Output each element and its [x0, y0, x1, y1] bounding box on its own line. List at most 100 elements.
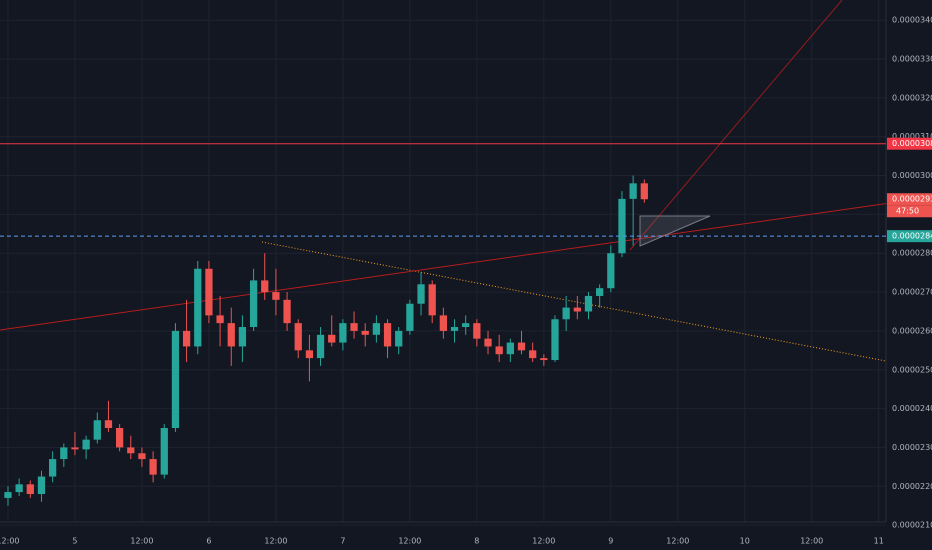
- x-tick-label: 6: [206, 537, 211, 546]
- candle-body: [372, 323, 381, 335]
- y-tick-label: 0.00002300: [892, 443, 932, 452]
- drawings: [0, 0, 932, 362]
- y-tick-label: 0.00003400: [892, 16, 932, 25]
- candle-body: [26, 484, 34, 495]
- candle-body: [249, 280, 258, 328]
- candle-body: [640, 183, 648, 200]
- y-tick-label: 0.00002400: [892, 404, 932, 413]
- y-tick-label: 0.00003200: [892, 93, 932, 102]
- y-tick-label: 0.00003000: [892, 171, 932, 180]
- y-tick-label: 0.00003300: [892, 55, 932, 64]
- trend-line: [261, 241, 887, 362]
- candle-body: [127, 447, 135, 454]
- candle-body: [60, 447, 68, 460]
- candle-body: [495, 346, 503, 355]
- candle-body: [439, 315, 447, 331]
- price-tag-label: 0.00002939: [892, 195, 932, 204]
- candle-body: [417, 284, 425, 304]
- candle-body: [406, 303, 414, 331]
- candle-body: [261, 280, 269, 293]
- x-tick-label: 12:00: [532, 537, 555, 546]
- x-tick-label: 12:00: [398, 537, 421, 546]
- price-tag: [887, 137, 932, 150]
- candle-body: [138, 453, 146, 460]
- price-tag-label: 0.00002844: [892, 232, 932, 241]
- price-tag-label: 0.00003082: [892, 139, 932, 148]
- candle-body: [194, 268, 202, 347]
- candle-body: [551, 319, 559, 361]
- candle-body: [350, 323, 358, 331]
- candle-body: [82, 439, 90, 450]
- candle-body: [383, 323, 392, 347]
- candle-body: [71, 447, 79, 450]
- x-tick-label: 10: [740, 537, 750, 546]
- x-tick-label: 12:00: [0, 537, 20, 546]
- candle-body: [339, 323, 347, 343]
- candle-body: [473, 323, 481, 339]
- candle-body: [305, 350, 314, 359]
- candle-body: [283, 299, 291, 324]
- trend-line: [0, 196, 932, 331]
- candle-body: [562, 307, 570, 320]
- x-tick-label: 12:00: [666, 537, 689, 546]
- x-tick-label: 11: [874, 537, 884, 546]
- candle-body: [395, 330, 403, 347]
- candle-body: [361, 330, 369, 335]
- candle-body: [484, 338, 492, 347]
- y-tick-label: 0.00002600: [892, 326, 932, 335]
- y-tick-label: 0.00002200: [892, 482, 932, 491]
- candle-body: [182, 330, 191, 347]
- candle-body: [462, 323, 470, 328]
- candle-body: [428, 284, 436, 316]
- candle-body: [540, 358, 548, 361]
- x-tick-label: 9: [608, 537, 613, 546]
- candle-body: [4, 492, 12, 498]
- candle-body: [584, 295, 593, 312]
- triangle-drawing: [639, 215, 711, 247]
- candle-body: [573, 307, 581, 312]
- x-tick-label: 8: [474, 537, 479, 546]
- y-tick-label: 0.00002700: [892, 288, 932, 297]
- candle-body: [160, 428, 168, 475]
- candle-body: [37, 476, 46, 495]
- candle-body: [49, 459, 57, 477]
- y-tick-label: 0.00002800: [892, 249, 932, 258]
- candle-body: [171, 330, 180, 429]
- candle-body: [529, 350, 537, 359]
- trend-line: [629, 0, 843, 251]
- x-tick-label: 12:00: [800, 537, 823, 546]
- candle-body: [93, 420, 101, 440]
- candle-body: [238, 327, 247, 347]
- candle-body: [506, 342, 514, 355]
- candle-body: [618, 198, 626, 254]
- candle-body: [607, 253, 615, 289]
- candle-body: [450, 327, 459, 331]
- candle-body: [517, 342, 526, 351]
- countdown-tag: [887, 205, 932, 218]
- candle-body: [115, 428, 124, 448]
- candle-body: [216, 315, 224, 324]
- x-tick-label: 12:00: [130, 537, 153, 546]
- candle-body: [104, 420, 113, 429]
- y-tick-label: 0.00002500: [892, 365, 932, 374]
- x-tick-label: 7: [340, 537, 345, 546]
- axes: 0.00002100 0.00002200 0.00002300 0.00002400…: [0, 16, 932, 546]
- y-tick-label: 0.00003100: [892, 132, 932, 141]
- x-tick-label: 5: [72, 537, 77, 546]
- candle-body: [15, 484, 23, 493]
- candle-body: [596, 288, 604, 296]
- candle-body: [328, 334, 336, 343]
- candle-body: [227, 323, 235, 347]
- candle-body: [205, 268, 213, 316]
- candle-body: [149, 459, 157, 475]
- candle-body: [272, 292, 280, 300]
- candle-body: [316, 334, 325, 359]
- candle-body: [294, 323, 302, 351]
- candle-body: [629, 183, 637, 199]
- y-tick-label: 0.00002100: [892, 521, 932, 530]
- price-tag: [887, 230, 932, 243]
- x-tick-label: 12:00: [264, 537, 287, 546]
